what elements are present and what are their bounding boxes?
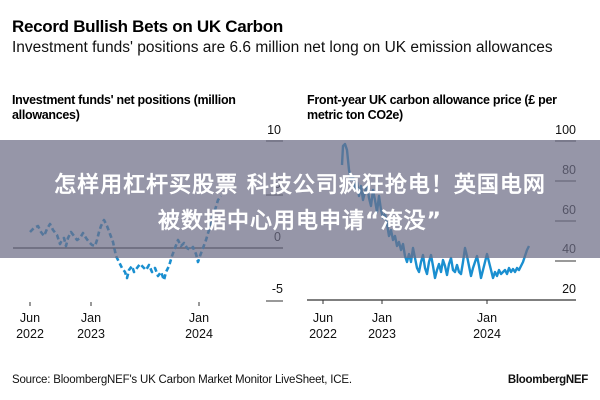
chart-subtitle: Investment funds' positions are 6.6 mill… bbox=[12, 39, 553, 56]
left-x-label-month: Jun bbox=[20, 311, 40, 325]
headline-overlay-banner[interactable]: 怎样用杠杆买股票 科技公司疯狂抢电！英国电网 被数据中心用电申请“淹没” bbox=[0, 140, 600, 258]
left-y-tick-10: 10 bbox=[267, 123, 281, 137]
left-x-label-month: Jan bbox=[81, 311, 101, 325]
right-panel-title: Front-year UK carbon allowance price (£ … bbox=[307, 93, 557, 122]
right-x-label-month: Jan bbox=[477, 311, 497, 325]
right-x-label-year: 2023 bbox=[368, 327, 396, 341]
right-y-tick-100: 100 bbox=[555, 123, 576, 137]
source-note: Source: BloombergNEF's UK Carbon Market … bbox=[12, 374, 352, 386]
right-x-label-month: Jan bbox=[372, 311, 392, 325]
right-x-label-month: Jun bbox=[313, 311, 333, 325]
right-y-tick-20: 20 bbox=[562, 282, 576, 296]
overlay-headline-line-2[interactable]: 被数据中心用电申请“淹没” bbox=[158, 209, 442, 234]
left-x-label-year: 2024 bbox=[185, 327, 213, 341]
left-x-label-year: 2023 bbox=[77, 327, 105, 341]
brand-logo: BloombergNEF bbox=[507, 374, 588, 386]
left-x-axis: Jun 2022 Jan 2023 Jan 2024 bbox=[16, 302, 213, 341]
right-x-label-year: 2024 bbox=[473, 327, 501, 341]
chart-title: Record Bullish Bets on UK Carbon bbox=[12, 17, 283, 36]
left-x-label-year: 2022 bbox=[16, 327, 44, 341]
overlay-headline-line-1[interactable]: 怎样用杠杆买股票 科技公司疯狂抢电！英国电网 bbox=[54, 173, 546, 198]
right-x-axis: Jun 2022 Jan 2023 Jan 2024 bbox=[309, 300, 501, 341]
left-y-tick-neg5: -5 bbox=[272, 282, 283, 296]
right-x-label-year: 2022 bbox=[309, 327, 337, 341]
left-panel-title: Investment funds' net positions (million… bbox=[12, 93, 236, 122]
left-x-label-month: Jan bbox=[189, 311, 209, 325]
